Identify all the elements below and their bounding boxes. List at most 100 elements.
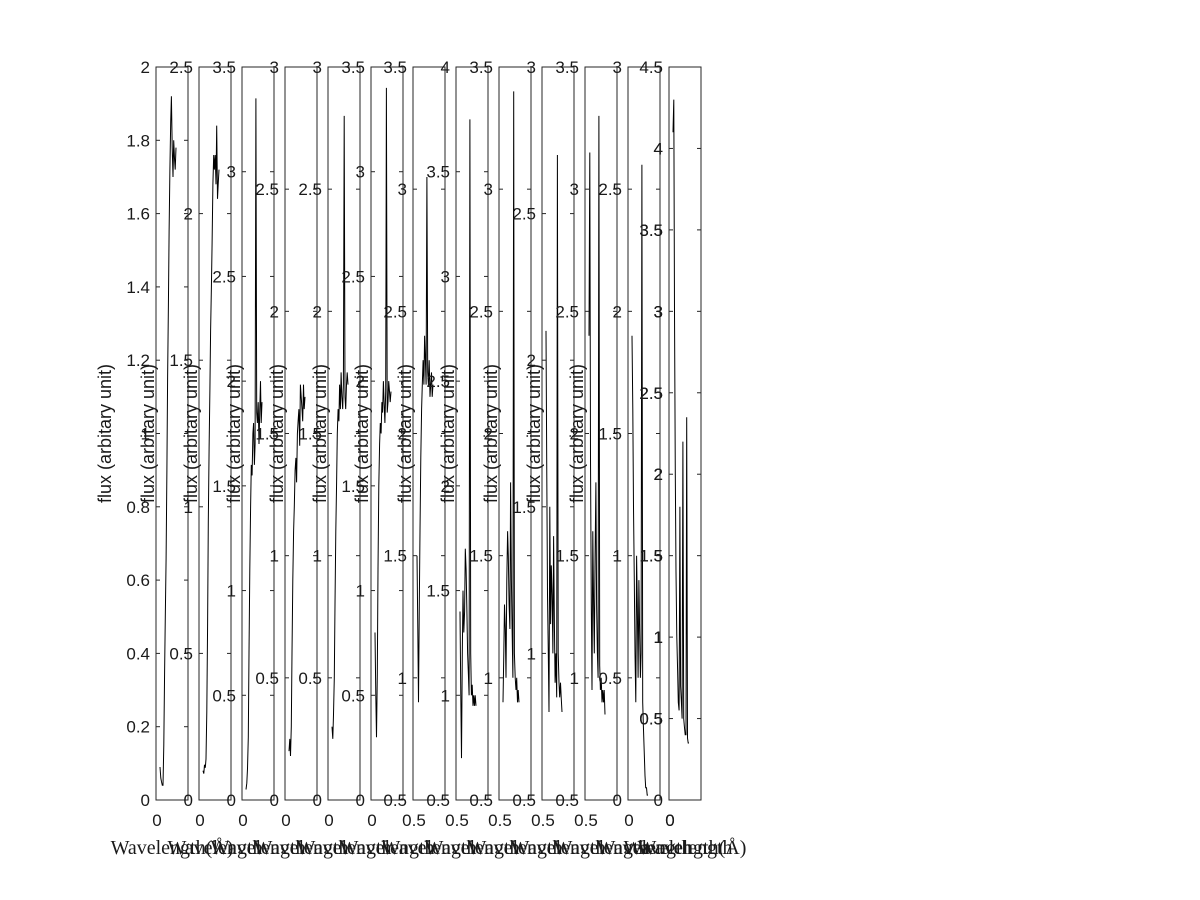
ytick-label: 0 (356, 791, 365, 810)
axes-box (241, 66, 275, 801)
ytick-label: 1.6 (126, 205, 150, 224)
series-line (159, 96, 177, 786)
xtick-label: 0.5 (574, 811, 598, 830)
ytick-label: 3 (654, 302, 663, 321)
ytick-label: 3 (613, 58, 622, 77)
ytick-label: 2 (654, 465, 663, 484)
y-axis-label: flux (arbitary unit) (310, 364, 330, 503)
ytick-label: 0.5 (639, 710, 663, 729)
ytick-label: 2.5 (639, 384, 663, 403)
ytick-label: 3 (270, 58, 279, 77)
ytick-label: 1 (484, 669, 493, 688)
ytick-label: 1 (527, 644, 536, 663)
ytick-label: 3.5 (212, 58, 236, 77)
y-axis-label: flux (arbitary unit) (438, 364, 458, 503)
ytick-label: 4.5 (639, 58, 663, 77)
y-axis-label: flux (arbitary unit) (524, 364, 544, 503)
ytick-label: 2 (184, 205, 193, 224)
ytick-label: 0.5 (639, 710, 663, 729)
subplot-5: 0 0.5 1 1.5 2 2.5 3 0 flux (arbitary unit) Wavele… (267, 58, 392, 859)
ytick-label: 0 (613, 791, 622, 810)
ytick-label: 0.6 (126, 571, 150, 590)
xtick-label: 0 (665, 811, 674, 830)
axes-box (198, 66, 232, 801)
ytick-label: 2 (484, 425, 493, 444)
subplot-12: 0 0.5 1 1.5 2 2.5 3 0 flux (arbitary unit) Wavele… (567, 58, 692, 859)
y-axis-label: flux (arbitary unit) (395, 364, 415, 503)
ytick-label: 2.5 (426, 372, 450, 391)
ytick-label: 2 (141, 58, 150, 77)
axes-box (370, 66, 404, 801)
y-axis-label: flux (arbitary unit) (95, 364, 115, 503)
ytick-label: 1.5 (341, 477, 365, 496)
ytick-label: 1 (141, 425, 150, 444)
ytick-label: 1 (270, 547, 279, 566)
x-axis-label: Wavelength(Å) (624, 837, 747, 859)
ytick-label: 2 (654, 465, 663, 484)
subplot-2: 0 0.5 1 1.5 2 2.5 0 flux (arbitary unit) Wavelen… (138, 58, 263, 859)
ytick-label: 0.5 (169, 644, 193, 663)
subplot-11: 0.5 1 1.5 2 2.5 3 3.5 0.5 flux (arbitary unit) Wa… (524, 58, 649, 859)
ytick-label: 1 (184, 498, 193, 517)
ytick-label: 1.8 (126, 131, 150, 150)
subplot-1: 0 0.2 0.4 0.6 0.8 1 1.2 1.4 1.6 1.8 2 0 flux (arbita… (95, 58, 233, 859)
y-axis-label: flux (arbitary unit) (567, 364, 587, 503)
ytick-label: 0.5 (426, 791, 450, 810)
ytick-label: 0 (141, 791, 150, 810)
subplot-7: 0.5 1 1.5 2 2.5 3 3.5 0.5 flux (arbitary unit) Wa… (352, 58, 477, 859)
ytick-label: 2.5 (212, 267, 236, 286)
ytick-label: 1 (654, 628, 663, 647)
x-axis-label: Wavelength (381, 837, 476, 859)
series-line (672, 99, 689, 744)
ytick-label: 2.5 (598, 180, 622, 199)
x-axis-label: Wavelength (553, 837, 648, 859)
subplot-8: 0.5 1 1.5 2 2.5 3 3.5 4 0.5 flux (arbitary unit) W… (395, 58, 520, 859)
ytick-label: 2 (398, 425, 407, 444)
xtick-label: 0.5 (488, 811, 512, 830)
ytick-label: 2.5 (255, 180, 279, 199)
ytick-label: 1.5 (255, 425, 279, 444)
ytick-label: 3 (654, 302, 663, 321)
xtick-label: 0.5 (445, 811, 469, 830)
xtick-label: 0 (665, 811, 674, 830)
ytick-label: 1.5 (298, 425, 322, 444)
ytick-label: 0.4 (126, 644, 150, 663)
ytick-label: 1.5 (639, 547, 663, 566)
xtick-label: 0 (281, 811, 290, 830)
x-axis-label: Wavelength (467, 837, 562, 859)
ytick-label: 3.5 (639, 221, 663, 240)
xtick-label: 0 (238, 811, 247, 830)
ytick-label: 2 (270, 302, 279, 321)
ytick-label: 0.5 (383, 791, 407, 810)
xtick-label: 0.5 (531, 811, 555, 830)
ytick-label: 1.5 (555, 547, 579, 566)
ytick-label: 0.5 (255, 669, 279, 688)
ytick-label: 1.5 (212, 477, 236, 496)
ytick-label: 2 (527, 351, 536, 370)
ytick-label: 0 (227, 791, 236, 810)
axes-background (285, 67, 317, 800)
xtick-label: 0.5 (402, 811, 426, 830)
ytick-label: 2.5 (469, 302, 493, 321)
ytick-label: 2.5 (169, 58, 193, 77)
ytick-label: 0.5 (212, 686, 236, 705)
ytick-label: 3 (441, 267, 450, 286)
series-line (202, 125, 220, 774)
axes-box (541, 66, 575, 801)
series-line (459, 119, 477, 759)
x-axis-label: Wavelength (339, 837, 434, 859)
ytick-label: 2.5 (555, 302, 579, 321)
ytick-label: 2.5 (383, 302, 407, 321)
subplot-10: 0.5 1 1.5 2 2.5 3 0.5 flux (arbitary unit) Wavel… (481, 58, 606, 859)
ytick-label: 4 (654, 139, 663, 158)
series-line (374, 87, 392, 738)
ytick-label: 2.5 (512, 205, 536, 224)
ytick-label: 1 (441, 686, 450, 705)
ytick-label: 0.5 (555, 791, 579, 810)
x-axis-label: Wavelength (253, 837, 348, 859)
ytick-label: 0 (184, 791, 193, 810)
subplot-6: 0 0.5 1 1.5 2 2.5 3 3.5 0 flux (arbitary unit) Wav… (310, 58, 435, 859)
ytick-label: 1.5 (512, 498, 536, 517)
x-axis-label: Wavelength (167, 837, 262, 859)
